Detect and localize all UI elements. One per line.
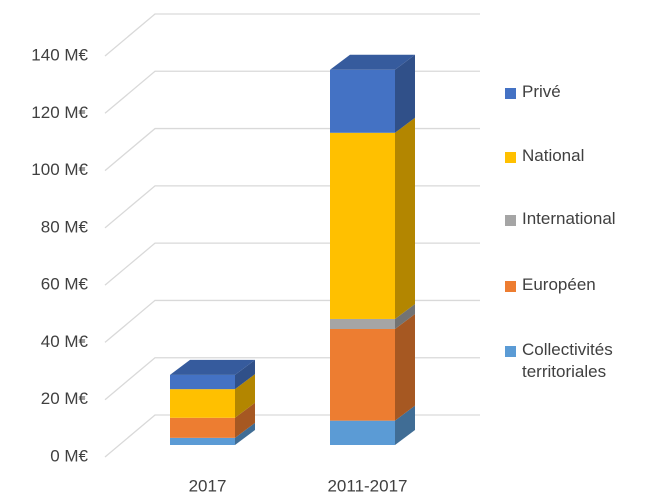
bar-segment	[170, 374, 255, 418]
plot: 0 M€ 20 M€ 40 M€ 60 M€ 80 M€ 100 M€ 120 M€ 140 …	[31, 13, 480, 495]
bar-segment	[330, 313, 415, 421]
legend-label: Privé	[522, 82, 561, 101]
legend-swatch	[505, 88, 516, 99]
legend-label: National	[522, 146, 585, 165]
y-tick-label: 40 M€	[41, 332, 89, 351]
bar-front	[330, 132, 395, 319]
legend-item: International	[505, 209, 642, 230]
y-tick-label: 60 M€	[41, 275, 89, 294]
legend-swatch	[505, 346, 516, 357]
bar-side	[235, 422, 255, 445]
y-tick-label: 80 M€	[41, 217, 89, 236]
bar-front	[170, 417, 235, 438]
y-tick-label: 0 M€	[50, 446, 88, 465]
bar-side	[235, 374, 255, 418]
bar-segment	[170, 359, 255, 390]
legend-swatch	[505, 281, 516, 292]
legend-swatch	[505, 215, 516, 226]
bar-top	[170, 359, 255, 375]
bar-top	[330, 54, 415, 70]
grid-line	[104, 127, 480, 172]
grid-line	[104, 299, 480, 343]
bar-side	[395, 303, 415, 329]
bar-side	[235, 359, 255, 390]
bar-side	[395, 405, 415, 445]
bar-side	[395, 313, 415, 421]
bar-front	[170, 374, 235, 390]
grid-line	[104, 357, 480, 401]
bar-front	[170, 389, 235, 418]
legend-item: Privé	[505, 82, 642, 103]
legend-label: International	[522, 209, 616, 228]
bar-front	[330, 328, 395, 421]
y-tick-label: 120 M€	[31, 103, 88, 122]
legend-label: Collectivités territoriales	[522, 340, 613, 381]
bar-side	[395, 54, 415, 133]
grid-line	[104, 70, 480, 114]
y-tick-label: 140 M€	[31, 45, 88, 64]
legend: Collectivités territoriales Européen Inter…	[505, 0, 651, 495]
bar-front	[330, 318, 395, 329]
bar-segment	[330, 303, 415, 329]
grid-line	[104, 185, 480, 229]
bar-segment	[170, 422, 255, 445]
legend-label: Européen	[522, 275, 596, 294]
bar-front	[330, 69, 395, 133]
bar-segment	[330, 54, 415, 133]
legend-swatch	[505, 152, 516, 163]
grid-line	[104, 242, 480, 286]
bar-front	[330, 420, 395, 445]
bar-segment	[170, 402, 255, 438]
bar-segment	[330, 405, 415, 445]
grid-line	[104, 13, 480, 57]
x-tick-label: 2017	[189, 476, 227, 495]
grid-line	[104, 414, 480, 458]
bar-front	[170, 437, 235, 445]
bar-side	[395, 117, 415, 319]
legend-item: National	[505, 146, 642, 167]
legend-item: Européen	[505, 275, 642, 296]
bar-segment	[330, 117, 415, 319]
y-tick-label: 100 M€	[31, 160, 88, 179]
legend-item: Collectivités territoriales	[505, 340, 642, 383]
x-tick-label: 2011-2017	[327, 476, 407, 495]
y-tick-label: 20 M€	[41, 389, 89, 408]
bar-side	[235, 402, 255, 438]
